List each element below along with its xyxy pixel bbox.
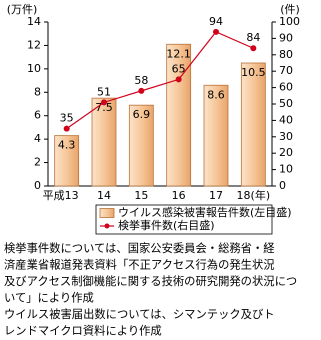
bar (128, 104, 154, 187)
y-tick-label: 8 (34, 85, 41, 98)
y-tick-label: 0 (34, 179, 41, 192)
line-marker (213, 28, 219, 35)
bar-value-label: 12.1 (166, 47, 191, 60)
y2-tick-label: 50 (279, 97, 293, 110)
y2-tick-label: 70 (279, 64, 293, 77)
y-tick-label: 10 (27, 62, 41, 75)
bar (166, 43, 192, 187)
y2-tick-label: 90 (279, 31, 293, 44)
line-value-label: 65 (172, 62, 186, 75)
note-line: 及びアクセス制御機能に関する技術の研究開発の状況につ (4, 274, 297, 288)
note-line: 済産業省報道発表資料「不正アクセス行為の発生状況 (4, 258, 275, 272)
note-line: 検挙事件数については、国家公安委員会・総務省・経 (4, 241, 275, 255)
y-tick-label: 12 (27, 38, 41, 51)
line-marker (175, 76, 182, 83)
y2-axis-label: (件) (280, 3, 300, 16)
bar (54, 135, 80, 187)
x-tick-label: 17 (209, 189, 223, 202)
y2-tick-label: 10 (279, 163, 293, 176)
y-tick-label: 4 (34, 132, 41, 145)
note-line: ウイルス被害届出数については、シマンテック及びト (4, 307, 275, 321)
x-tick-label: 15 (134, 189, 148, 202)
line (66, 31, 254, 130)
line-marker (63, 125, 70, 132)
x-tick-label: 16 (172, 189, 186, 202)
y-tick-label: 6 (34, 109, 41, 122)
bar-value-label: 4.3 (58, 139, 76, 152)
y-axis-label: (万件) (7, 3, 38, 16)
line-value-label: 94 (209, 15, 223, 28)
y2-tick-label: 30 (279, 130, 293, 143)
legend-swatch (99, 208, 115, 218)
line-value-label: 35 (60, 112, 74, 125)
bar (203, 84, 229, 187)
line-marker (101, 99, 107, 106)
bar (91, 97, 117, 187)
y-tick-label: 14 (27, 15, 41, 28)
line-value-label: 58 (134, 74, 148, 87)
note-line: いて」により作成 (4, 292, 94, 305)
x-tick-label: 18(年) (237, 188, 271, 202)
x-tick-label: 平成13 (43, 189, 79, 202)
line-marker (250, 45, 257, 52)
y2-tick-label: 20 (279, 146, 293, 159)
bar-value-label: 10.5 (241, 66, 266, 79)
legend-label: 検挙事件数(右目盛) (118, 218, 215, 232)
line-value-label: 84 (246, 31, 260, 44)
x-tick-label: 14 (97, 189, 111, 202)
line-marker (138, 87, 145, 94)
line-value-label: 51 (97, 85, 111, 98)
legend-marker (104, 223, 110, 229)
y2-tick-label: 80 (279, 48, 293, 61)
legend-label: ウイルス感染被害報告件数(左目盛) (118, 205, 292, 219)
bar-value-label: 8.6 (207, 88, 225, 101)
note-line: レンドマイクロ資料により作成 (4, 324, 162, 337)
bar-value-label: 6.9 (133, 108, 151, 121)
y2-tick-label: 0 (279, 179, 286, 192)
bar-value-label: 7.5 (95, 101, 113, 114)
y2-tick-label: 60 (279, 81, 293, 94)
y-tick-label: 2 (34, 156, 41, 169)
y2-tick-label: 100 (279, 15, 300, 28)
legend-box (95, 204, 273, 235)
y2-tick-label: 40 (279, 113, 293, 126)
bar (240, 62, 266, 187)
